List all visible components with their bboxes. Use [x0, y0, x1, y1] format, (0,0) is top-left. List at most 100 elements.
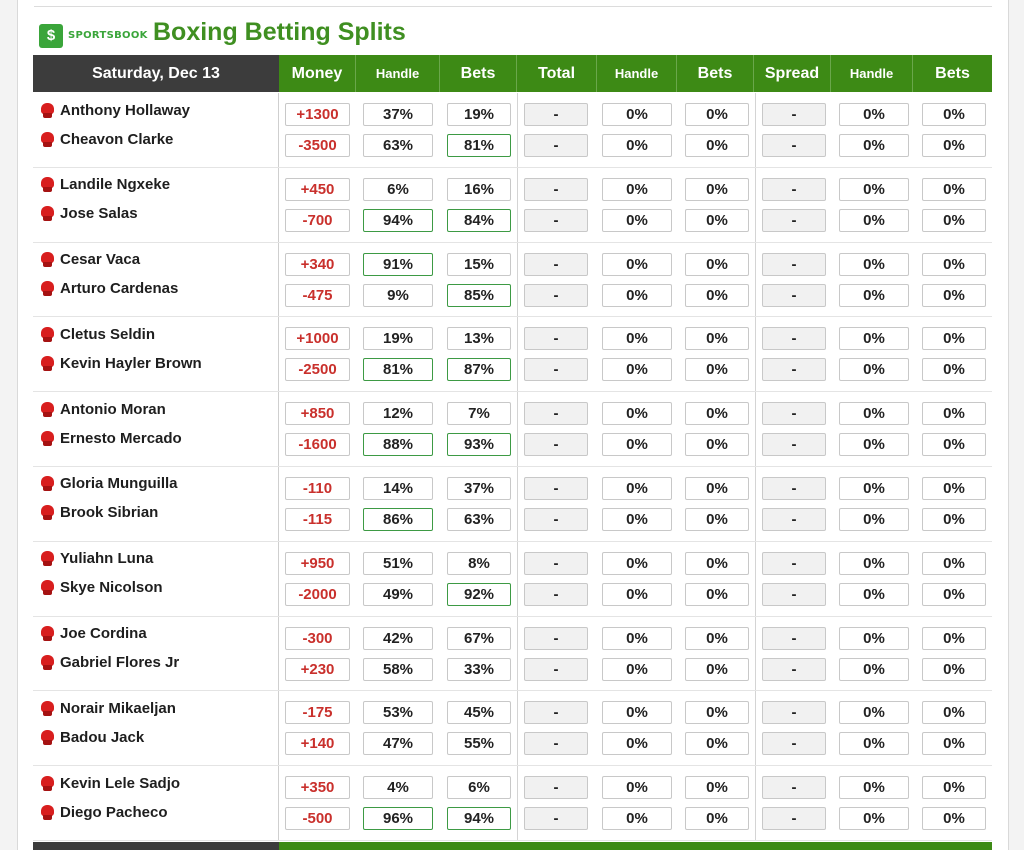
- total-bets-cell: 0%: [685, 208, 749, 232]
- fighter-item[interactable]: Yuliahn Luna: [41, 548, 153, 570]
- fighter-item[interactable]: Joe Cordina: [41, 623, 147, 645]
- total-handle-cell: 0%: [602, 327, 672, 351]
- header-spread-handle[interactable]: Handle: [831, 55, 913, 92]
- spread-handle-cell: 0%: [839, 208, 909, 232]
- spread-bets-cell: 0%: [922, 252, 986, 276]
- money-handle-cell: 63%: [363, 134, 433, 157]
- money-handle-cell: 6%: [363, 177, 433, 201]
- header-spread-bets[interactable]: Bets: [935, 64, 970, 82]
- boxing-glove-icon: [41, 551, 54, 567]
- total-line-cell: -: [524, 358, 588, 382]
- fighter-name: Diego Pacheco: [60, 803, 168, 821]
- total-line-cell: -: [524, 701, 588, 725]
- spread-line-cell: -: [762, 327, 826, 351]
- money-bets-cell: 37%: [447, 476, 511, 500]
- fighter-item[interactable]: Brook Sibrian: [41, 502, 158, 524]
- fighter-name: Arturo Cardenas: [60, 280, 179, 298]
- fighter-item[interactable]: Gloria Munguilla: [41, 473, 178, 495]
- fighter-item[interactable]: Landile Ngxeke: [41, 174, 170, 196]
- total-bets-cell: 0%: [685, 582, 749, 606]
- boxing-glove-icon: [41, 401, 54, 417]
- total-handle-cell: 0%: [602, 732, 672, 756]
- fighter-item[interactable]: Anthony Hollaway: [41, 99, 190, 121]
- spread-bets-cell: 0%: [922, 732, 986, 756]
- total-handle-cell: 0%: [602, 358, 672, 382]
- total-line-cell: -: [524, 476, 588, 500]
- fighter-item[interactable]: Antonio Moran: [41, 398, 166, 420]
- fighter-item[interactable]: Jose Salas: [41, 203, 138, 225]
- fight-row: Norair Mikaeljan Badou Jack -175 +140 53% 47%…: [33, 691, 992, 767]
- spread-handle-cell: 0%: [839, 358, 909, 382]
- total-handle-cell: 0%: [602, 776, 672, 800]
- header-money-handle[interactable]: Handle: [356, 55, 440, 92]
- spread-bets-cell: 0%: [922, 134, 986, 157]
- sportsbook-logo-icon[interactable]: $: [39, 24, 63, 48]
- spread-bets-cell: 0%: [922, 327, 986, 351]
- fighter-item[interactable]: Skye Nicolson: [41, 577, 163, 599]
- fighter-name: Anthony Hollaway: [60, 101, 191, 119]
- spread-bets-cell: 0%: [922, 208, 986, 232]
- fighter-item[interactable]: Badou Jack: [41, 726, 144, 748]
- fighter-name: Norair Mikaeljan: [60, 699, 176, 717]
- boxing-glove-icon: [41, 326, 54, 342]
- spread-line-cell: -: [762, 626, 826, 650]
- fight-row: Cesar Vaca Arturo Cardenas +340 -475 91% 9% 15…: [33, 242, 992, 318]
- fighter-item[interactable]: Cesar Vaca: [41, 249, 140, 271]
- fighter-item[interactable]: Cletus Seldin: [41, 323, 155, 345]
- column-divider: [755, 392, 756, 466]
- fighter-item[interactable]: Norair Mikaeljan: [41, 697, 176, 719]
- total-bets-cell: 0%: [685, 476, 749, 500]
- money-handle-cell: 86%: [363, 507, 433, 531]
- spread-line-cell: -: [762, 732, 826, 756]
- header-date: Saturday, Dec 13: [33, 55, 279, 92]
- fighter-item[interactable]: Diego Pacheco: [41, 801, 168, 823]
- fight-splits: -175 +140 53% 47% 45% 55% - -0% 0% 0% 0% - -0% 0% 0% 0%: [279, 691, 992, 766]
- fights-table: Anthony Hollaway Cheavon Clarke +1300 -3500…: [33, 93, 992, 841]
- boxing-glove-icon: [41, 430, 54, 446]
- fighter-item[interactable]: Kevin Hayler Brown: [41, 352, 202, 374]
- column-divider: [517, 167, 518, 242]
- sportsbook-logo-text[interactable]: SPORTSBOOK: [68, 30, 148, 41]
- header-total-bets[interactable]: Bets: [677, 55, 754, 92]
- header-spread[interactable]: Spread: [754, 55, 831, 92]
- column-divider: [517, 691, 518, 766]
- spread-handle-cell: 0%: [839, 283, 909, 307]
- total-bets-cell: 0%: [685, 252, 749, 276]
- table-header: Saturday, Dec 13 Money Handle Bets Total…: [33, 55, 992, 92]
- fighter-item[interactable]: Cheavon Clarke: [41, 128, 173, 150]
- fighter-item[interactable]: Gabriel Flores Jr: [41, 652, 179, 674]
- total-line-cell: -: [524, 582, 588, 606]
- spread-bets-cell: 0%: [922, 807, 986, 831]
- money-bets-cell: 15%: [447, 252, 511, 276]
- fight-splits: +450 -700 6% 94% 16% 84% - -0% 0% 0% 0% - -0% 0% 0% 0%: [279, 167, 992, 242]
- header-total[interactable]: Total: [517, 55, 597, 92]
- fighter-name: Brook Sibrian: [60, 504, 159, 522]
- header-money[interactable]: Money: [279, 55, 356, 92]
- fighter-names: Cletus Seldin Kevin Hayler Brown: [33, 317, 279, 392]
- fight-row: Gloria Munguilla Brook Sibrian -110 -115 14%…: [33, 466, 992, 542]
- total-bets-cell: 0%: [685, 402, 749, 426]
- boxing-glove-icon: [41, 102, 54, 118]
- spread-handle-cell: 0%: [839, 433, 909, 457]
- fighter-item[interactable]: Kevin Lele Sadjo: [41, 772, 180, 794]
- boxing-glove-icon: [41, 206, 54, 222]
- fighter-names: Gloria Munguilla Brook Sibrian: [33, 466, 279, 541]
- header-total-handle[interactable]: Handle: [597, 55, 677, 92]
- spread-bets-cell: 0%: [922, 103, 986, 126]
- total-bets-cell: 0%: [685, 283, 749, 307]
- fighter-item[interactable]: Ernesto Mercado: [41, 427, 182, 449]
- total-handle-cell: 0%: [602, 252, 672, 276]
- total-handle-cell: 0%: [602, 507, 672, 531]
- fighter-item[interactable]: Arturo Cardenas: [41, 278, 178, 300]
- money-handle-cell: 42%: [363, 626, 433, 650]
- spread-bets-cell: 0%: [922, 476, 986, 500]
- money-handle-cell: 94%: [363, 208, 433, 232]
- fighter-names: Landile Ngxeke Jose Salas: [33, 167, 279, 242]
- fighter-names: Anthony Hollaway Cheavon Clarke: [33, 93, 279, 167]
- money-bets-cell: 7%: [447, 402, 511, 426]
- header-money-bets[interactable]: Bets: [440, 55, 517, 92]
- total-handle-cell: 0%: [602, 626, 672, 650]
- money-odds-cell: +850: [285, 402, 350, 426]
- money-odds-cell: -1600: [285, 433, 350, 457]
- fight-row: Cletus Seldin Kevin Hayler Brown +1000 -250…: [33, 317, 992, 393]
